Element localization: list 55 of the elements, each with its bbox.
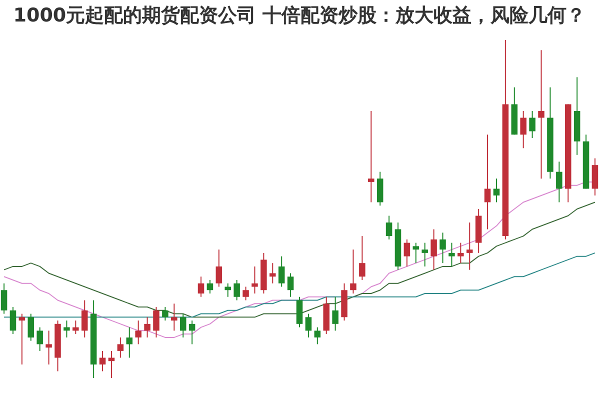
candlestick bbox=[412, 242, 420, 264]
candlestick bbox=[64, 320, 70, 338]
candlestick bbox=[332, 296, 338, 332]
candlestick bbox=[135, 320, 142, 345]
candlestick bbox=[368, 110, 374, 203]
candlestick bbox=[430, 228, 437, 270]
candlestick bbox=[171, 303, 178, 332]
candlestick bbox=[278, 256, 285, 288]
candlestick bbox=[287, 272, 294, 298]
candlestick bbox=[144, 316, 150, 338]
candlestick bbox=[440, 232, 446, 264]
candlestick bbox=[305, 313, 312, 338]
candlestick bbox=[46, 330, 52, 365]
candlestick bbox=[270, 262, 276, 284]
candlestick bbox=[10, 306, 16, 335]
candlestick bbox=[28, 313, 34, 342]
candlestick bbox=[153, 306, 160, 338]
candlestick bbox=[350, 249, 356, 294]
candlestick bbox=[180, 313, 186, 338]
candlestick bbox=[36, 326, 43, 352]
candlestick bbox=[458, 242, 464, 264]
candlestick bbox=[592, 158, 598, 196]
candlestick bbox=[126, 326, 133, 358]
candlestick bbox=[81, 300, 88, 338]
candlestick bbox=[422, 242, 428, 267]
candlestick bbox=[404, 238, 410, 267]
candlestick bbox=[520, 110, 526, 149]
candlestick bbox=[234, 279, 240, 301]
candlestick bbox=[466, 222, 473, 270]
candlestick bbox=[72, 320, 79, 335]
candlestick bbox=[99, 350, 106, 372]
candlestick bbox=[376, 171, 384, 206]
candlestick bbox=[538, 50, 544, 180]
candlestick bbox=[216, 249, 222, 288]
candlestick bbox=[386, 215, 392, 240]
candlestick bbox=[206, 279, 214, 294]
candlestick bbox=[18, 313, 26, 365]
candlestick bbox=[484, 134, 491, 230]
candlestick bbox=[556, 161, 562, 203]
candlestick bbox=[242, 286, 249, 301]
candlestick bbox=[493, 178, 500, 203]
candlestick bbox=[198, 276, 204, 298]
candlestick bbox=[448, 242, 455, 267]
candlestick bbox=[117, 336, 124, 358]
candlestick bbox=[314, 326, 321, 345]
candlestick bbox=[162, 306, 168, 322]
candlestick bbox=[0, 282, 8, 314]
candlestick bbox=[359, 236, 366, 280]
chart-title: 1000元起配的期货配资公司 十倍配资炒股：放大收益，风险几何？ bbox=[13, 4, 586, 26]
candlestick bbox=[108, 350, 115, 378]
candlestick bbox=[529, 110, 536, 139]
candlestick bbox=[252, 266, 258, 294]
candlestick bbox=[296, 296, 303, 328]
candlestick bbox=[224, 282, 232, 298]
candlestick bbox=[188, 320, 196, 345]
